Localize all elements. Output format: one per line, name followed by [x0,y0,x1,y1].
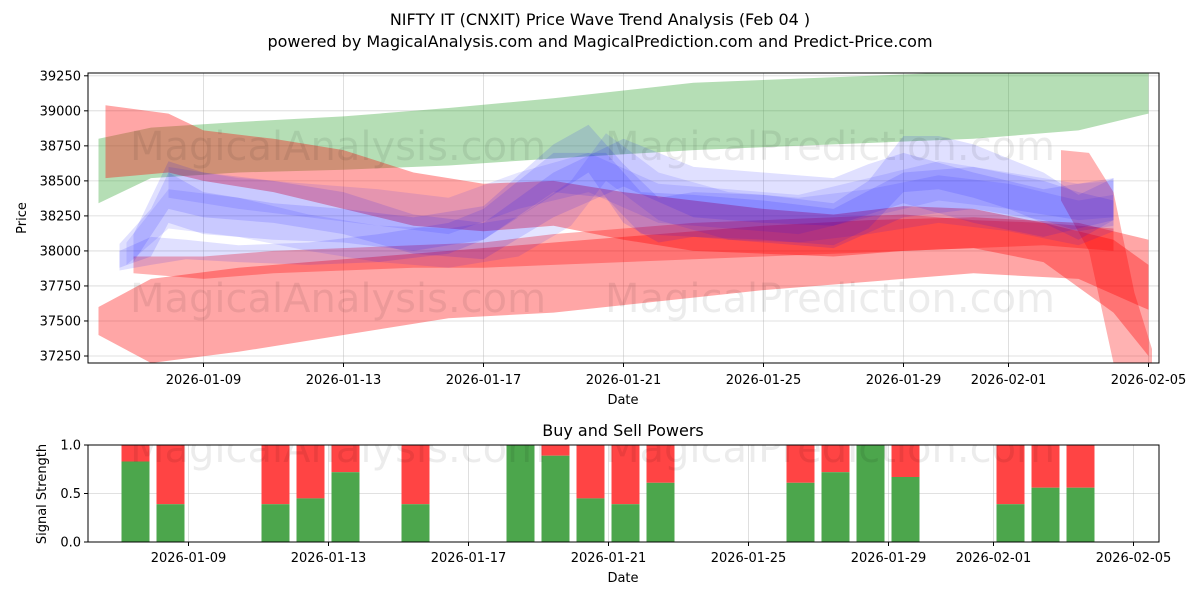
price-x-axis-label: Date [607,393,638,408]
price-wave-chart: MagicalAnalysis.com MagicalPrediction.co… [15,69,1186,408]
price-band-green-upper [98,73,1149,204]
sell-power-bar [541,445,570,456]
buy-power-bar [786,482,815,542]
price-band-red-mid [133,214,1114,279]
sell-power-bar [156,445,185,505]
price-band-red-upper [105,105,1149,356]
price-x-tick-label: 2026-01-21 [586,373,662,388]
buy-power-bar [576,498,605,542]
buy-sell-x-tick-label: 2026-01-29 [851,551,927,566]
buy-sell-x-tick-label: 2026-01-17 [431,551,507,566]
buy-power-bar [296,498,325,542]
sell-power-bar [891,445,920,477]
price-x-tick-label: 2026-01-09 [166,373,242,388]
price-x-tick-label: 2026-01-25 [726,373,802,388]
buy-sell-bars [121,445,1095,542]
price-grid [88,73,1159,363]
sell-power-bar [1031,445,1060,488]
price-y-tick-label: 38000 [40,244,81,259]
buy-sell-x-tick-label: 2026-01-25 [711,551,787,566]
price-y-ticks: 37250 37500 37750 38000 38250 38500 38750 39000… [40,69,88,364]
buy-power-bar [331,472,360,542]
price-band-blue-2 [119,152,1114,271]
buy-power-bar [821,472,850,542]
buy-sell-x-tick-label: 2026-02-01 [956,551,1032,566]
watermark-prediction-top: MagicalPrediction.com [605,124,1055,170]
price-y-tick-label: 38250 [40,209,81,224]
buy-power-bar [156,504,185,542]
price-y-tick-label: 38500 [40,174,81,189]
sell-power-bar [996,445,1025,505]
price-x-ticks: 2026-01-09 2026-01-13 2026-01-17 2026-01-21… [166,363,1187,388]
sell-power-bar [401,445,430,505]
price-y-tick-label: 37250 [40,349,81,364]
buy-sell-x-ticks: 2026-01-09 2026-01-13 2026-01-17 2026-01-21… [151,542,1172,566]
price-y-tick-label: 37500 [40,314,81,329]
sell-power-bar [1066,445,1095,488]
buy-power-bar [996,504,1025,542]
buy-power-bar [856,445,885,542]
buy-power-bar [401,504,430,542]
sell-power-bar [821,445,850,473]
buy-sell-y-tick-label: 0.0 [60,536,81,551]
price-x-tick-label: 2026-02-05 [1111,373,1187,388]
price-y-tick-label: 39250 [40,69,81,84]
sell-power-bar [786,445,815,483]
sell-power-bar [296,445,325,499]
price-bands [98,73,1152,363]
buy-sell-x-tick-label: 2026-02-05 [1096,551,1172,566]
buy-power-bar [541,455,570,542]
watermark-prediction-bottom: MagicalPrediction.com [605,426,1055,472]
buy-sell-x-tick-label: 2026-01-09 [151,551,227,566]
buy-sell-y-ticks: 0.0 0.5 1.0 [60,439,88,551]
sell-power-bar [121,445,150,462]
price-y-tick-label: 38750 [40,139,81,154]
price-y-tick-label: 39000 [40,104,81,119]
watermark-analysis-mid: MagicalAnalysis.com [130,276,546,322]
chart-title-line1: NIFTY IT (CNXIT) Price Wave Trend Analys… [390,10,810,29]
buy-power-bar [121,461,150,542]
watermark-prediction-mid: MagicalPrediction.com [605,276,1055,322]
price-x-tick-label: 2026-01-29 [866,373,942,388]
buy-power-bar [1066,487,1095,542]
buy-sell-y-tick-label: 0.5 [60,487,81,502]
watermark-analysis-top: MagicalAnalysis.com [130,124,546,170]
buy-sell-x-tick-label: 2026-01-13 [291,551,367,566]
buy-sell-x-tick-label: 2026-01-21 [571,551,647,566]
price-band-purple-mix [168,152,1114,235]
price-y-tick-label: 37750 [40,279,81,294]
sell-power-bar [611,445,640,505]
buy-power-bar [261,504,290,542]
price-band-blue-3 [133,138,1114,263]
buy-power-bar [1031,487,1060,542]
price-x-tick-label: 2026-01-13 [306,373,382,388]
buy-sell-title: Buy and Sell Powers [542,421,704,440]
buy-power-bar [646,482,675,542]
buy-sell-y-axis-label: Signal Strength [35,444,50,544]
buy-power-bar [611,504,640,542]
buy-sell-chart: Buy and Sell Powers MagicalAnalysis.com … [35,421,1171,586]
sell-power-bar [261,445,290,505]
price-band-blue-4 [126,133,1114,268]
buy-power-bar [506,445,535,542]
buy-sell-x-axis-label: Date [607,571,638,586]
price-band-red-drop [1061,150,1152,363]
sell-power-bar [576,445,605,499]
sell-power-bar [646,445,675,483]
buy-power-bar [891,477,920,542]
price-watermarks: MagicalAnalysis.com MagicalPrediction.co… [130,124,1055,322]
price-band-blue-1 [119,124,1114,268]
watermark-analysis-bottom: MagicalAnalysis.com [130,426,546,472]
chart-title-line2: powered by MagicalAnalysis.com and Magic… [267,32,932,51]
price-x-tick-label: 2026-01-17 [446,373,522,388]
price-y-axis-label: Price [15,202,30,234]
price-x-tick-label: 2026-02-01 [971,373,1047,388]
sell-power-bar [331,445,360,473]
buy-sell-y-tick-label: 1.0 [60,439,81,454]
price-band-red-low [98,217,1149,363]
